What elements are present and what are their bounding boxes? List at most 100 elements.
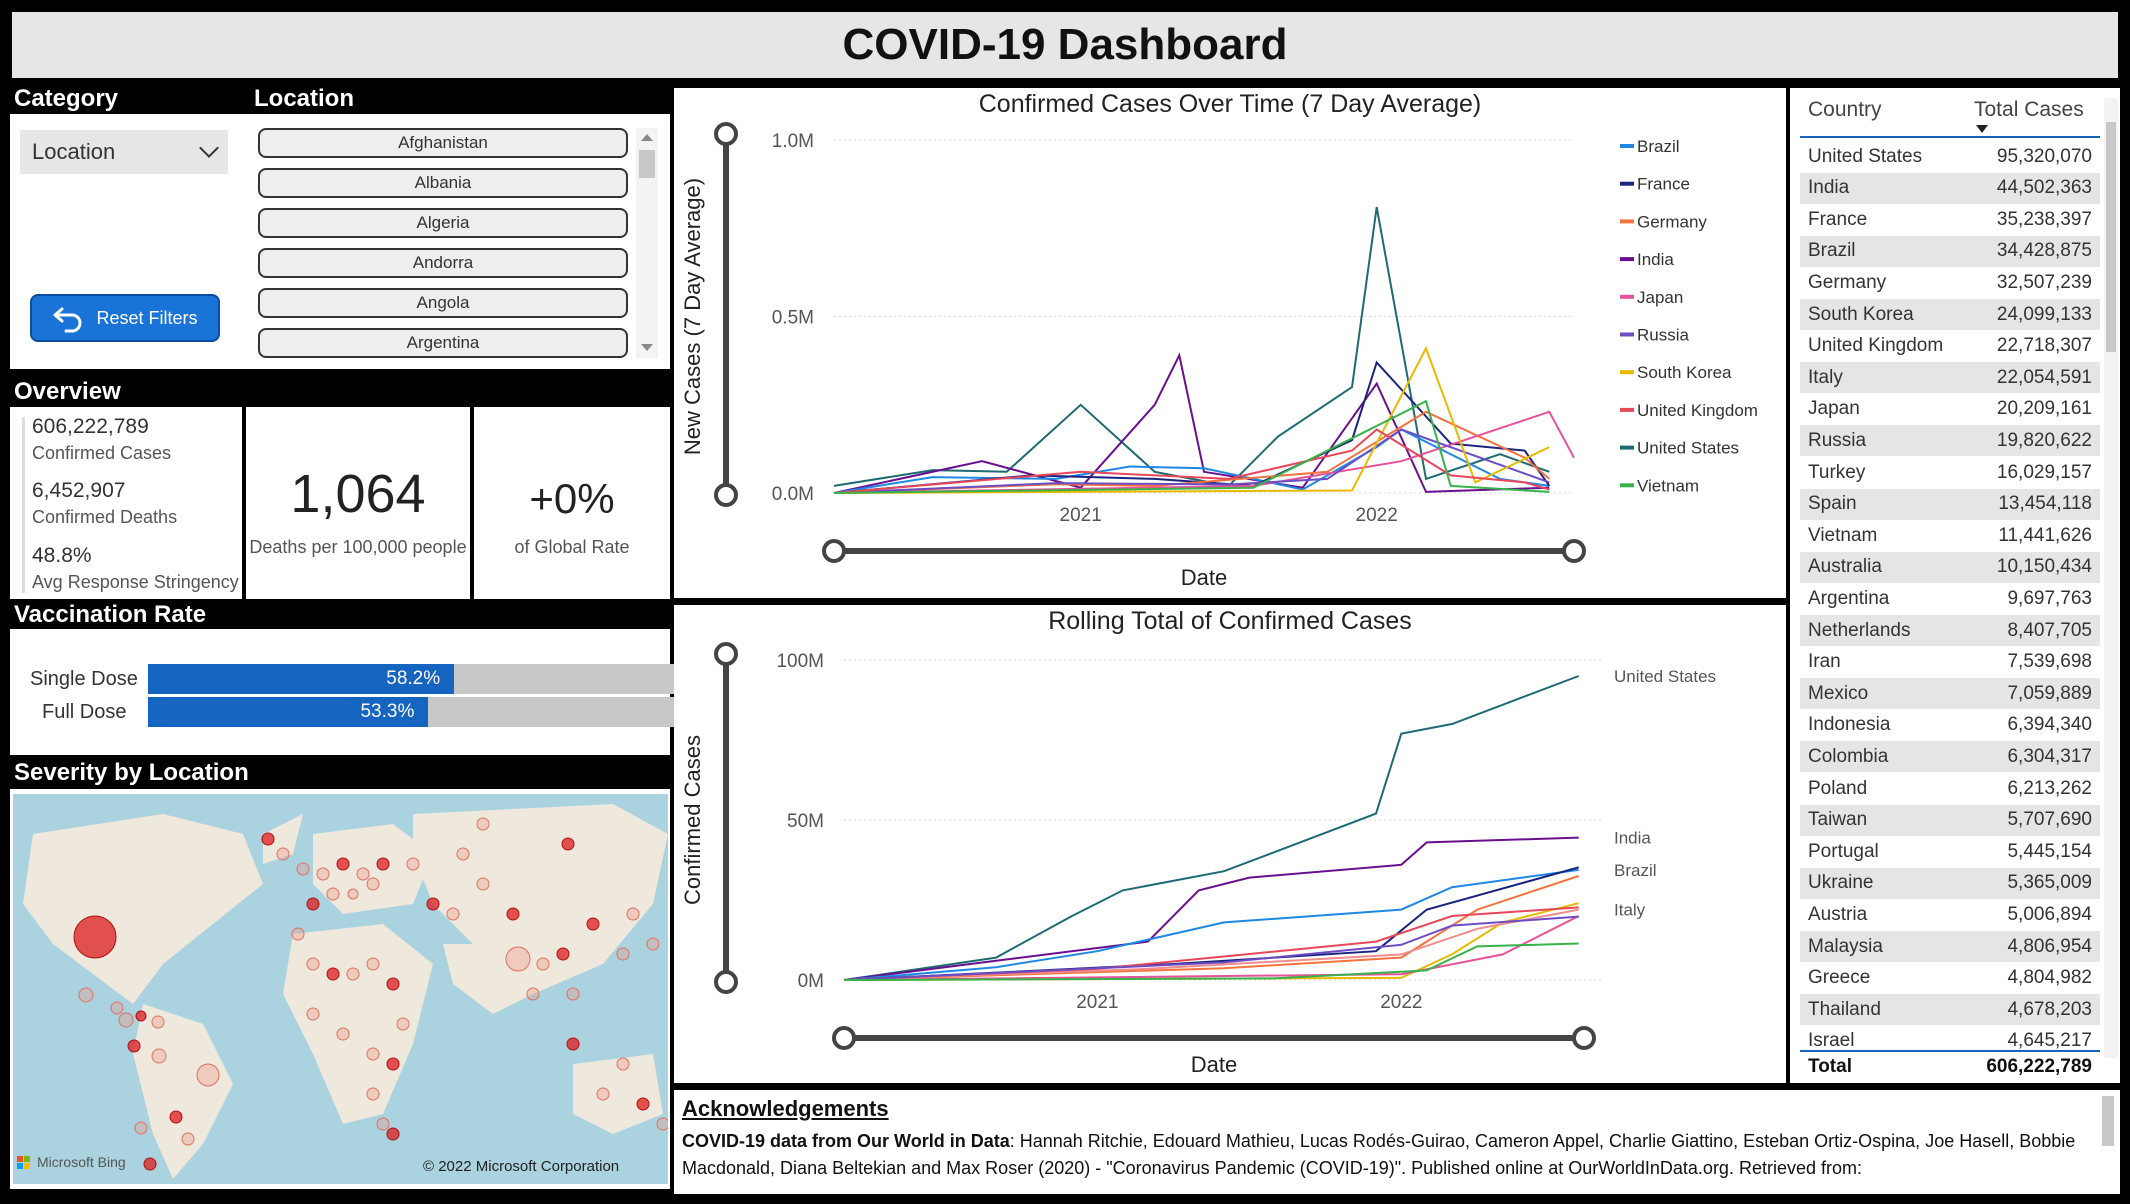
severity-bubble[interactable] bbox=[366, 877, 380, 891]
severity-bubble[interactable] bbox=[151, 1048, 167, 1064]
scroll-down-icon[interactable] bbox=[641, 344, 653, 351]
severity-bubble[interactable] bbox=[366, 1047, 380, 1061]
location-option[interactable]: Andorra bbox=[258, 248, 628, 278]
legend-label[interactable]: Germany bbox=[1637, 212, 1707, 231]
severity-bubble[interactable] bbox=[386, 977, 400, 991]
table-row[interactable]: United States 95,320,070 bbox=[1800, 141, 2100, 172]
y-slider-handle[interactable] bbox=[714, 122, 738, 146]
severity-bubble[interactable] bbox=[386, 1057, 400, 1071]
table-row[interactable]: Malaysia 4,806,954 bbox=[1800, 931, 2100, 962]
severity-bubble[interactable] bbox=[336, 1027, 350, 1041]
severity-bubble[interactable] bbox=[566, 1037, 580, 1051]
table-row[interactable]: Colombia 6,304,317 bbox=[1800, 741, 2100, 773]
table-row[interactable]: Germany 32,507,239 bbox=[1800, 267, 2100, 298]
severity-bubble[interactable] bbox=[326, 887, 340, 901]
col-country-header[interactable]: Country bbox=[1808, 98, 1882, 121]
severity-bubble[interactable] bbox=[556, 947, 570, 961]
series-line[interactable] bbox=[833, 399, 1550, 494]
severity-bubble[interactable] bbox=[426, 897, 440, 911]
legend-label[interactable]: United States bbox=[1637, 439, 1739, 458]
series-line[interactable] bbox=[833, 428, 1550, 494]
location-option[interactable]: Angola bbox=[258, 288, 628, 318]
severity-bubble[interactable] bbox=[118, 1012, 134, 1028]
severity-bubble[interactable] bbox=[505, 946, 531, 972]
severity-bubble[interactable] bbox=[396, 1017, 410, 1031]
table-row[interactable]: Thailand 4,678,203 bbox=[1800, 994, 2100, 1026]
table-row[interactable]: Turkey 16,029,157 bbox=[1800, 457, 2100, 488]
series-line[interactable] bbox=[843, 915, 1580, 981]
legend-label[interactable]: India bbox=[1637, 250, 1674, 269]
severity-bubble[interactable] bbox=[376, 1117, 390, 1131]
table-row[interactable]: Mexico 7,059,889 bbox=[1800, 678, 2100, 710]
table-row[interactable]: Poland 6,213,262 bbox=[1800, 773, 2100, 804]
severity-bubble[interactable] bbox=[169, 1110, 183, 1124]
severity-bubble[interactable] bbox=[127, 1039, 141, 1053]
x-slider-handle[interactable] bbox=[1562, 539, 1586, 563]
table-row[interactable]: Vietnam 11,441,626 bbox=[1800, 520, 2100, 551]
table-row[interactable]: Japan 20,209,161 bbox=[1800, 394, 2100, 425]
severity-bubble[interactable] bbox=[316, 867, 330, 881]
location-scrollbar[interactable] bbox=[636, 128, 658, 358]
table-row[interactable]: Israel 4,645,217 bbox=[1800, 1026, 2100, 1057]
severity-bubble[interactable] bbox=[626, 907, 640, 921]
severity-bubble[interactable] bbox=[347, 888, 359, 900]
severity-bubble[interactable] bbox=[456, 847, 470, 861]
location-option[interactable]: Argentina bbox=[258, 328, 628, 358]
severity-bubble[interactable] bbox=[586, 917, 600, 931]
table-row[interactable]: South Korea 24,099,133 bbox=[1800, 299, 2100, 330]
location-option[interactable]: Albania bbox=[258, 168, 628, 198]
severity-bubble[interactable] bbox=[536, 957, 550, 971]
legend-label[interactable]: South Korea bbox=[1637, 363, 1732, 382]
severity-bubble[interactable] bbox=[366, 957, 380, 971]
series-line[interactable] bbox=[833, 428, 1550, 494]
table-row[interactable]: Netherlands 8,407,705 bbox=[1800, 615, 2100, 646]
severity-bubble[interactable] bbox=[506, 907, 520, 921]
severity-bubble[interactable] bbox=[151, 1015, 165, 1029]
series-line[interactable] bbox=[843, 915, 1579, 981]
severity-bubble[interactable] bbox=[346, 967, 360, 981]
table-row[interactable]: Indonesia 6,394,340 bbox=[1800, 710, 2100, 741]
table-row[interactable]: United Kingdom 22,718,307 bbox=[1800, 331, 2100, 362]
severity-bubble[interactable] bbox=[326, 967, 340, 981]
severity-bubble[interactable] bbox=[596, 1087, 610, 1101]
series-line[interactable] bbox=[833, 410, 1575, 494]
table-row[interactable]: Taiwan 5,707,690 bbox=[1800, 804, 2100, 836]
y-slider-handle[interactable] bbox=[714, 483, 738, 507]
severity-bubble[interactable] bbox=[446, 907, 460, 921]
legend-label[interactable]: Russia bbox=[1637, 326, 1690, 345]
severity-bubble[interactable] bbox=[386, 1127, 400, 1141]
series-line[interactable] bbox=[833, 352, 1550, 494]
severity-bubble[interactable] bbox=[616, 1057, 630, 1071]
series-line[interactable] bbox=[843, 836, 1579, 981]
severity-bubble[interactable] bbox=[646, 937, 660, 951]
sort-desc-icon[interactable] bbox=[1976, 125, 1988, 133]
acknowledgements-heading[interactable]: Acknowledgements bbox=[682, 1096, 889, 1121]
x-slider-handle[interactable] bbox=[832, 1026, 856, 1050]
severity-bubble[interactable] bbox=[306, 1007, 320, 1021]
ack-scrollbar[interactable] bbox=[2102, 1096, 2114, 1146]
severity-bubble[interactable] bbox=[636, 1097, 650, 1111]
severity-bubble[interactable] bbox=[566, 987, 580, 1001]
legend-label[interactable]: Japan bbox=[1637, 288, 1683, 307]
table-row[interactable]: Greece 4,804,982 bbox=[1800, 963, 2100, 994]
severity-bubble[interactable] bbox=[181, 1132, 195, 1146]
severity-bubble[interactable] bbox=[356, 867, 370, 881]
series-line[interactable] bbox=[843, 875, 1580, 981]
severity-bubble[interactable] bbox=[296, 862, 310, 876]
table-row[interactable]: Australia 10,150,434 bbox=[1800, 551, 2100, 583]
severity-bubble[interactable] bbox=[306, 897, 320, 911]
series-line[interactable] bbox=[833, 345, 1550, 494]
table-row[interactable]: Spain 13,454,118 bbox=[1800, 488, 2100, 520]
world-map[interactable] bbox=[13, 794, 668, 1184]
severity-bubble[interactable] bbox=[561, 837, 575, 851]
legend-label[interactable]: France bbox=[1637, 175, 1690, 194]
severity-bubble[interactable] bbox=[276, 847, 290, 861]
cases-over-time-chart[interactable]: 0.0M 0.5M 1.0M 2021 2022 Date New Cases (7 Day… bbox=[674, 88, 1786, 598]
legend-label[interactable]: Vietnam bbox=[1637, 476, 1699, 495]
y-slider-handle[interactable] bbox=[714, 970, 738, 994]
series-line[interactable] bbox=[843, 675, 1580, 981]
severity-bubble[interactable] bbox=[291, 927, 305, 941]
table-scrollbar[interactable] bbox=[2104, 98, 2118, 1058]
location-option[interactable]: Afghanistan bbox=[258, 128, 628, 158]
legend-label[interactable]: United Kingdom bbox=[1637, 401, 1758, 420]
